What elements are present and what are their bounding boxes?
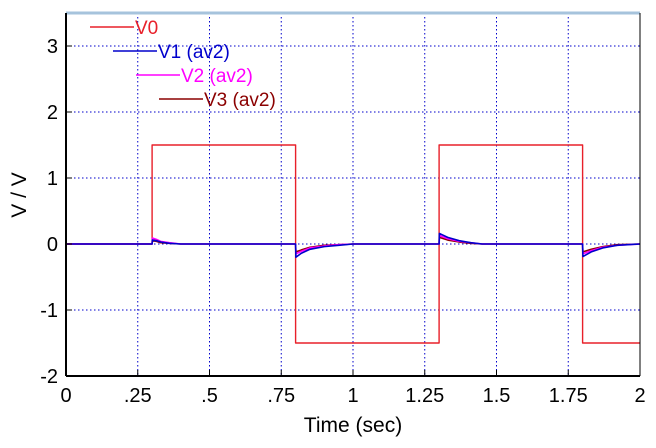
- y-tick-label-2: 0: [47, 234, 58, 256]
- legend-label-3: V2 (av2): [181, 66, 253, 87]
- y-tick-label-5: 3: [47, 36, 58, 58]
- y-axis-label: V / V: [8, 172, 31, 218]
- data-series: [66, 144, 641, 344]
- legend-label-2: V1 (av2): [158, 42, 230, 63]
- x-tick-label-6: 1.5: [483, 385, 511, 407]
- y-tick-label-0: -2: [40, 366, 58, 388]
- x-tick-label-4: 1: [347, 385, 358, 407]
- series-line-2: [66, 232, 641, 259]
- axis-ticks: 0 .25 .5 .75 1 1.25 1.5 1.75 2 -2 -1 0 1 2 3: [40, 36, 645, 407]
- x-tick-label-3: .75: [267, 385, 295, 407]
- legend-label-1: V0: [135, 18, 158, 39]
- x-tick-label-8: 2: [634, 385, 645, 407]
- x-tick-label-1: .25: [124, 385, 152, 407]
- x-tick-label-7: 1.75: [549, 385, 588, 407]
- y-tick-label-1: -1: [40, 300, 58, 322]
- x-axis-label: Time (sec): [304, 414, 402, 437]
- y-tick-label-3: 1: [47, 168, 58, 190]
- grid-lines: [66, 13, 640, 376]
- x-tick-label-0: 0: [60, 385, 71, 407]
- y-tick-label-4: 2: [47, 102, 58, 124]
- plot-frame: [65, 11, 641, 377]
- x-tick-label-5: 1.25: [405, 385, 444, 407]
- x-tick-label-2: .5: [201, 385, 218, 407]
- legend-label-4: V3 (av2): [204, 90, 276, 111]
